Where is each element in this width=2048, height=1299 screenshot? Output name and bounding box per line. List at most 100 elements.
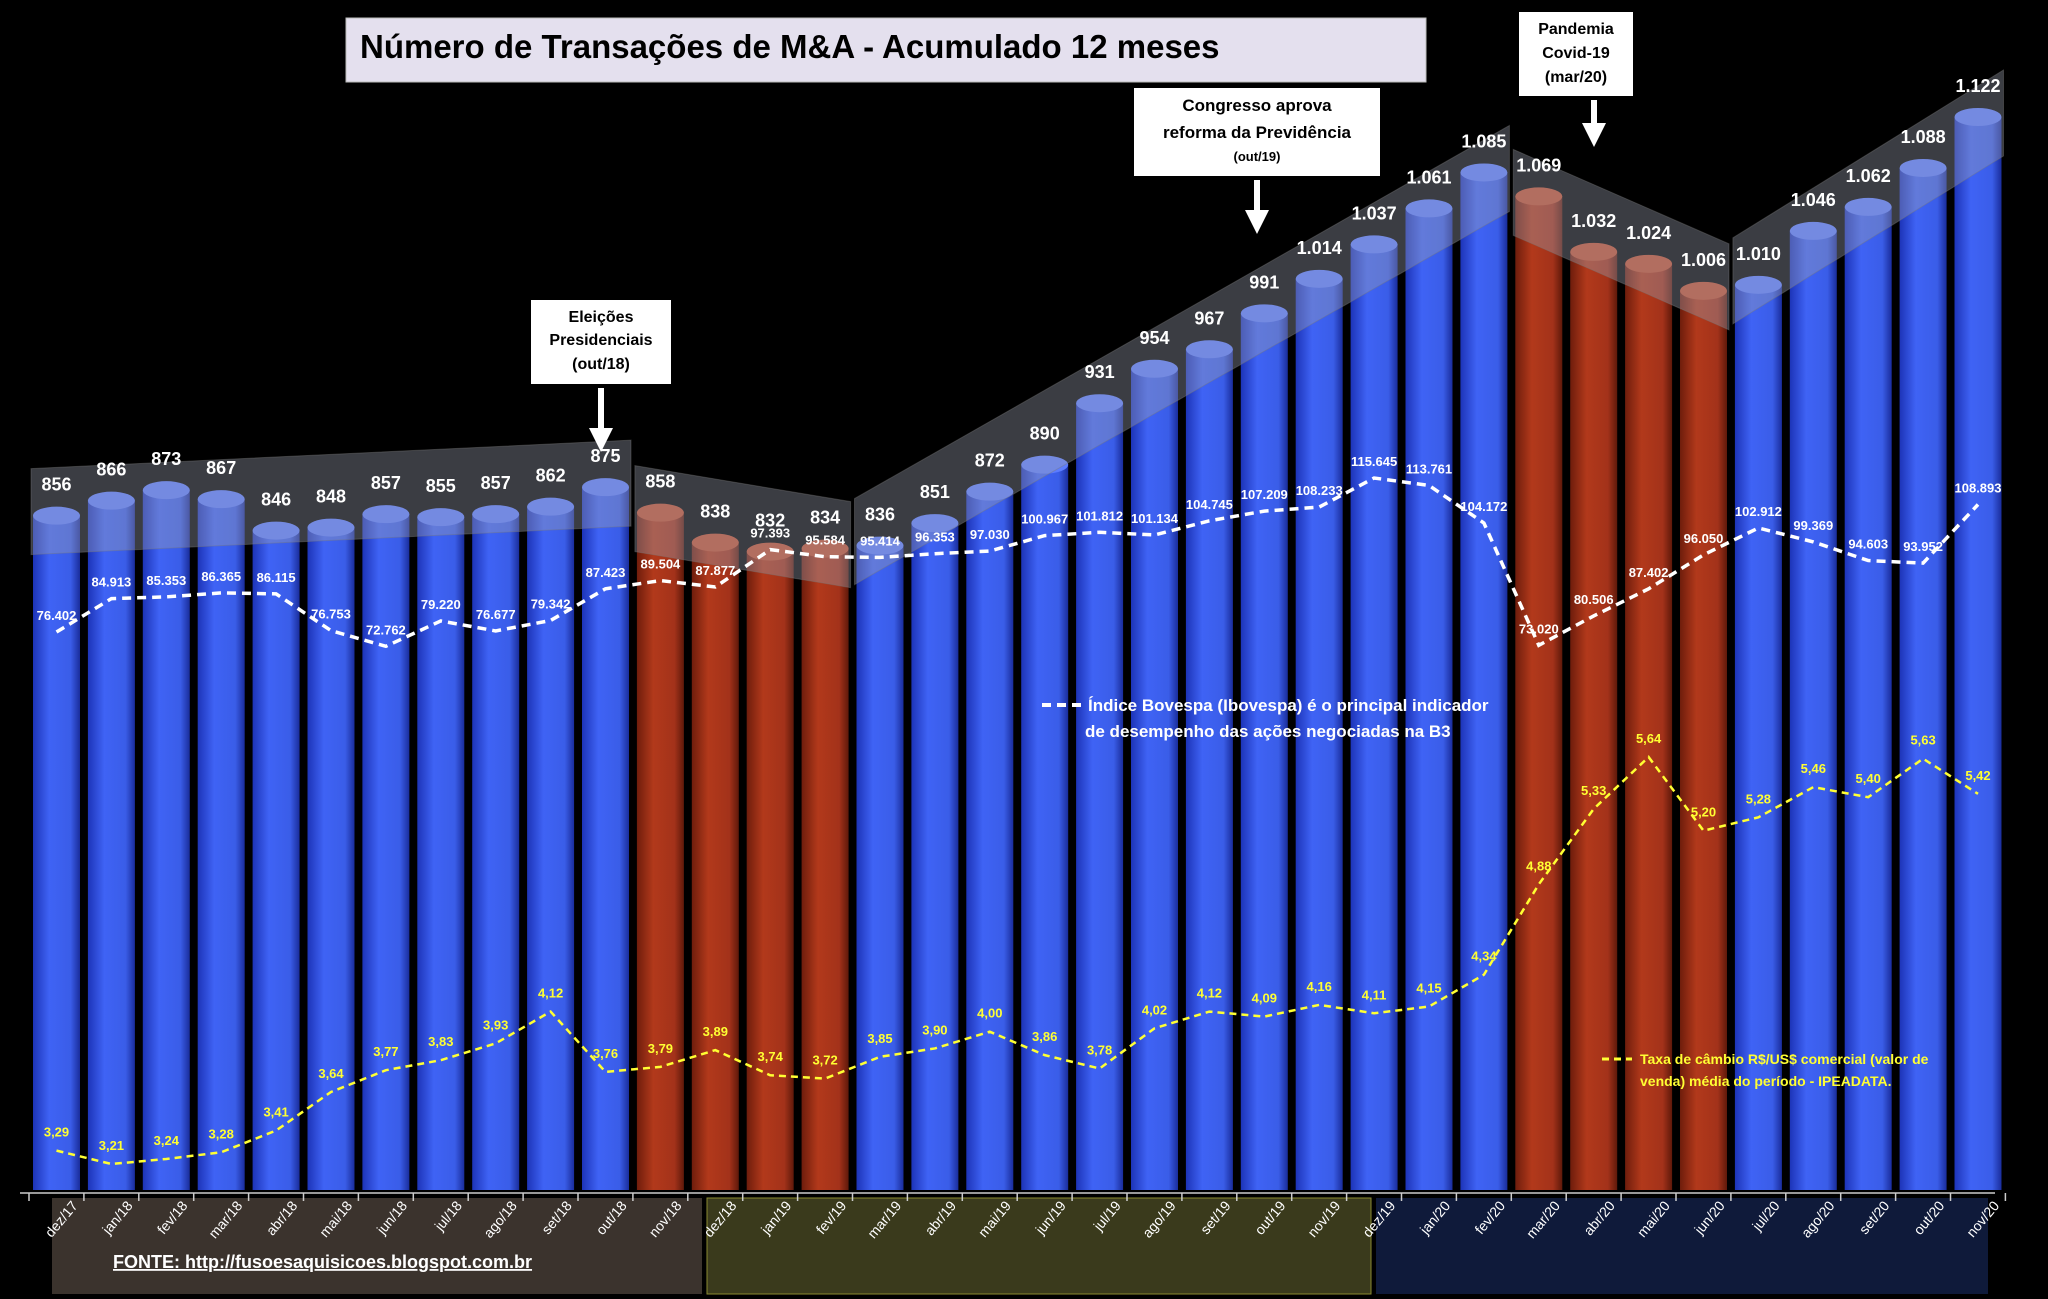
bar bbox=[1460, 172, 1508, 1191]
ibov-value-label: 95.584 bbox=[805, 533, 846, 548]
trend-band bbox=[634, 465, 852, 589]
source-note: FONTE: http://fusoesaquisicoes.blogspot.… bbox=[113, 1252, 532, 1272]
annotation-pandemic-line3: (mar/20) bbox=[1545, 69, 1607, 86]
bar-value-label: 836 bbox=[865, 505, 895, 525]
bar bbox=[1350, 244, 1398, 1191]
bar bbox=[1185, 349, 1233, 1191]
bar bbox=[197, 499, 245, 1190]
bar-value-label: 1.088 bbox=[1901, 127, 1946, 147]
fx-value-label: 3,64 bbox=[318, 1066, 344, 1081]
annotation-reform-line2: reforma da Previdência bbox=[1163, 123, 1352, 142]
fx-value-label: 5,63 bbox=[1910, 733, 1935, 748]
bar-value-label: 1.006 bbox=[1681, 250, 1726, 270]
fx-legend-line1: Taxa de câmbio R$/US$ comercial (valor d… bbox=[1640, 1051, 1929, 1067]
bar-cap bbox=[636, 503, 684, 522]
fx-value-label: 4,16 bbox=[1307, 979, 1332, 994]
bar bbox=[1954, 117, 2002, 1190]
bar-cap bbox=[1076, 394, 1124, 413]
ibov-value-label: 73.020 bbox=[1519, 621, 1559, 636]
ibov-value-label: 108.893 bbox=[1955, 480, 2002, 495]
bar-value-label: 1.046 bbox=[1791, 190, 1836, 210]
bar-cap bbox=[307, 518, 355, 537]
fx-value-label: 5,42 bbox=[1965, 768, 1990, 783]
annotation-elections-box bbox=[531, 300, 671, 384]
fx-value-label: 3,89 bbox=[703, 1024, 728, 1039]
bar-cap bbox=[1954, 108, 2002, 126]
fx-value-label: 5,28 bbox=[1746, 791, 1771, 806]
bar-cap bbox=[966, 482, 1014, 501]
annotation-elections-line3: (out/18) bbox=[572, 356, 630, 373]
fx-value-label: 3,77 bbox=[373, 1044, 398, 1059]
bar bbox=[691, 542, 739, 1190]
fx-value-label: 4,09 bbox=[1252, 991, 1277, 1006]
bar bbox=[1021, 464, 1069, 1190]
bars-group bbox=[33, 108, 2002, 1191]
trend-band bbox=[30, 439, 632, 556]
ibov-value-label: 86.115 bbox=[257, 570, 296, 585]
bar-value-label: 872 bbox=[975, 451, 1005, 471]
ibov-value-label: 89.504 bbox=[641, 557, 682, 572]
bar-cap bbox=[1460, 163, 1508, 182]
bar-cap bbox=[87, 491, 135, 510]
title-box bbox=[345, 17, 1427, 83]
bar bbox=[1405, 208, 1453, 1190]
ibov-value-label: 102.912 bbox=[1735, 504, 1782, 519]
ibov-value-label: 87.877 bbox=[695, 563, 735, 578]
series-value-labels: 76.402 84.913 85.353 86.365 86.115 76.753 72.7… bbox=[37, 454, 2002, 1153]
ibov-value-label: 101.812 bbox=[1076, 508, 1123, 523]
bar-cap bbox=[1185, 340, 1233, 359]
annotation-pandemic: Pandemia Covid-19 (mar/20) bbox=[1519, 12, 1633, 147]
fx-value-label: 4,11 bbox=[1362, 987, 1387, 1002]
fx-value-label: 5,64 bbox=[1636, 731, 1662, 746]
ibov-value-label: 99.369 bbox=[1793, 518, 1833, 533]
bar-value-label: 838 bbox=[700, 502, 730, 522]
bar bbox=[252, 530, 300, 1190]
bar bbox=[636, 512, 684, 1190]
fx-value-label: 4,02 bbox=[1142, 1002, 1167, 1017]
fx-value-label: 3,93 bbox=[483, 1017, 508, 1032]
bar-value-label: 851 bbox=[920, 482, 950, 502]
bar-cap bbox=[362, 505, 410, 524]
bar-value-label: 866 bbox=[96, 460, 126, 480]
annotation-reform-line1: Congresso aprova bbox=[1182, 96, 1332, 115]
fx-value-label: 5,40 bbox=[1856, 771, 1881, 786]
fx-value-label: 4,12 bbox=[538, 986, 563, 1001]
ibov-value-label: 101.134 bbox=[1131, 511, 1179, 526]
bar-value-label: 1.032 bbox=[1571, 211, 1616, 231]
bar-cap bbox=[1789, 221, 1837, 240]
bar-value-label: 856 bbox=[41, 475, 71, 495]
fx-value-label: 3,85 bbox=[867, 1031, 892, 1046]
fx-line bbox=[56, 755, 1979, 1166]
bar-value-label: 873 bbox=[151, 449, 181, 469]
bar-cap bbox=[33, 506, 80, 525]
trend-band bbox=[854, 124, 1510, 586]
trend-overlays bbox=[30, 69, 2004, 589]
bar-value-label: 1.014 bbox=[1297, 238, 1342, 258]
annotation-pandemic-line1: Pandemia bbox=[1538, 21, 1614, 38]
bar bbox=[1240, 313, 1288, 1190]
bar-value-label: 832 bbox=[755, 511, 785, 531]
chart-title: Número de Transações de M&A - Acumulado … bbox=[360, 28, 1220, 65]
bar-cap bbox=[856, 536, 904, 555]
ibov-value-label: 96.353 bbox=[915, 530, 955, 545]
annotation-pandemic-line2: Covid-19 bbox=[1542, 45, 1610, 62]
bar-value-label: 1.010 bbox=[1736, 244, 1781, 264]
annotation-reform-box bbox=[1134, 88, 1380, 176]
bar-value-label: 1.085 bbox=[1461, 131, 1506, 151]
bar-value-label: 857 bbox=[371, 473, 401, 493]
bar-value-label: 1.062 bbox=[1846, 166, 1891, 186]
fx-value-label: 3,83 bbox=[428, 1034, 453, 1049]
bar-cap bbox=[252, 521, 300, 540]
fx-value-label: 4,15 bbox=[1416, 981, 1441, 996]
fx-value-label: 4,12 bbox=[1197, 986, 1222, 1001]
bar-cap bbox=[1240, 304, 1288, 323]
ibov-value-label: 108.233 bbox=[1296, 483, 1343, 498]
bar-value-label: 1.037 bbox=[1352, 203, 1397, 223]
annotation-elections-line2: Presidenciais bbox=[549, 332, 652, 349]
trend-band bbox=[1732, 69, 2004, 325]
band-2020 bbox=[1376, 1198, 1988, 1294]
fx-value-label: 3,29 bbox=[44, 1125, 69, 1140]
bar-cap bbox=[1899, 158, 1947, 177]
bar-cap bbox=[527, 497, 575, 516]
bar bbox=[1789, 230, 1837, 1191]
